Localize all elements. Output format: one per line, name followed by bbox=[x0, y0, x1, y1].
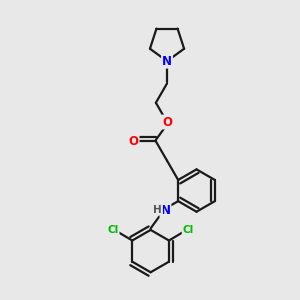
Text: O: O bbox=[129, 135, 139, 148]
Text: N: N bbox=[162, 55, 172, 68]
Text: Cl: Cl bbox=[107, 226, 119, 236]
Text: H: H bbox=[153, 205, 162, 215]
Text: Cl: Cl bbox=[183, 226, 194, 236]
Text: N: N bbox=[160, 204, 170, 217]
Text: O: O bbox=[162, 116, 172, 128]
